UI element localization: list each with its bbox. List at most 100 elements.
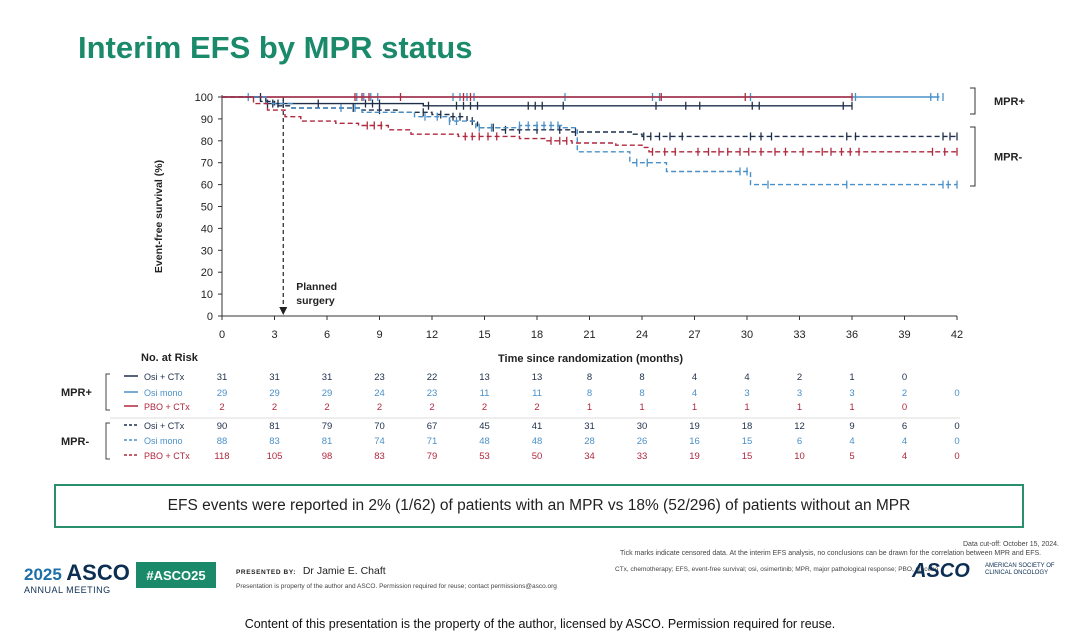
risk-count: 79: [427, 451, 438, 462]
planned-surgery-label: surgery: [296, 295, 335, 307]
risk-count: 1: [692, 402, 697, 413]
risk-count: 67: [427, 421, 438, 432]
risk-row-name: Osi + CTx: [144, 421, 185, 431]
risk-count: 71: [427, 436, 438, 447]
x-tick-label: 12: [426, 329, 438, 341]
risk-count: 8: [587, 372, 592, 383]
risk-count: 74: [374, 436, 385, 447]
risk-count: 26: [637, 436, 648, 447]
planned-surgery-label: Planned: [296, 281, 337, 293]
risk-table-header: No. at Risk: [141, 352, 199, 364]
x-tick-label: 9: [376, 329, 382, 341]
risk-row-name: PBO + CTx: [144, 451, 190, 461]
risk-count: 2: [797, 372, 802, 383]
risk-count: 118: [214, 451, 229, 462]
risk-count: 81: [269, 421, 280, 432]
risk-count: 0: [954, 421, 959, 432]
risk-count: 45: [479, 421, 490, 432]
risk-count: 83: [269, 436, 280, 447]
efs-callout-text: EFS events were reported in 2% (1/62) of…: [167, 497, 911, 514]
risk-count: 0: [902, 402, 907, 413]
risk-count: 23: [427, 388, 438, 399]
risk-count: 2: [534, 402, 539, 413]
risk-count: 2: [377, 402, 382, 413]
hashtag-badge: #ASCO25: [136, 562, 216, 588]
risk-count: 8: [639, 388, 644, 399]
km-curve-MPR+-0: [222, 96, 852, 107]
y-tick-label: 90: [201, 114, 213, 126]
logo-year: 2025: [24, 565, 62, 584]
risk-count: 33: [637, 451, 648, 462]
risk-count: 1: [849, 402, 854, 413]
risk-count: 48: [532, 436, 543, 447]
risk-count: 1: [587, 402, 592, 413]
asco-annual-meeting-logo: 2025 ASCO ANNUAL MEETING: [24, 562, 130, 595]
risk-count: 1: [849, 372, 854, 383]
risk-count: 30: [637, 421, 648, 432]
risk-count: 31: [217, 372, 228, 383]
x-tick-label: 42: [951, 329, 963, 341]
presented-by-label: PRESENTED BY:: [236, 569, 297, 576]
group-mpr-plus-bracket: [970, 87, 976, 115]
risk-count: 0: [954, 451, 959, 462]
risk-count: 2: [902, 388, 907, 399]
risk-count: 24: [374, 388, 385, 399]
risk-count: 13: [479, 372, 490, 383]
risk-count: 18: [742, 421, 753, 432]
risk-count: 2: [219, 402, 224, 413]
risk-row-name: Osi mono: [144, 388, 183, 398]
asco-logo-right: ASCO: [912, 560, 970, 582]
risk-count: 15: [742, 451, 753, 462]
chart-curves: [222, 93, 958, 189]
risk-count: 9: [849, 421, 854, 432]
risk-count: 41: [532, 421, 543, 432]
risk-count: 1: [797, 402, 802, 413]
risk-count: 6: [797, 436, 802, 447]
risk-count: 16: [689, 436, 700, 447]
risk-count: 0: [902, 372, 907, 383]
risk-count: 6: [902, 421, 907, 432]
x-tick-label: 21: [583, 329, 595, 341]
property-note: Presentation is property of the author a…: [236, 583, 557, 590]
risk-group-bracket: [105, 422, 110, 460]
asco-society-name: AMERICAN SOCIETY OF CLINICAL ONCOLOGY: [985, 563, 1055, 577]
x-tick-label: 30: [741, 329, 753, 341]
y-tick-label: 70: [201, 158, 213, 170]
data-cutoff-note: Data cut-off: October 15, 2024.: [963, 541, 1059, 548]
risk-count: 4: [902, 451, 907, 462]
risk-count: 1: [639, 402, 644, 413]
risk-count: 29: [269, 388, 280, 399]
risk-count: 19: [689, 451, 700, 462]
x-tick-label: 27: [688, 329, 700, 341]
risk-count: 10: [794, 451, 805, 462]
x-tick-label: 24: [636, 329, 648, 341]
km-curve-MPR--4: [222, 96, 957, 186]
risk-count: 2: [482, 402, 487, 413]
slide-title: Interim EFS by MPR status: [78, 30, 473, 65]
risk-count: 53: [479, 451, 490, 462]
risk-count: 5: [849, 451, 854, 462]
abbreviations-note: CTx, chemotherapy; EFS, event-free survi…: [615, 566, 939, 573]
x-axis-label: Time since randomization (months): [498, 353, 683, 365]
risk-count: 22: [427, 372, 438, 383]
km-curve-MPR--5: [222, 96, 957, 153]
risk-count: 2: [324, 402, 329, 413]
x-tick-label: 6: [324, 329, 330, 341]
risk-count: 83: [374, 451, 385, 462]
y-tick-label: 60: [201, 180, 213, 192]
efs-callout-box: EFS events were reported in 2% (1/62) of…: [54, 484, 1024, 528]
y-tick-label: 80: [201, 136, 213, 148]
x-tick-label: 0: [219, 329, 225, 341]
risk-count: 29: [322, 388, 333, 399]
risk-row-name: Osi + CTx: [144, 372, 185, 382]
risk-count: 4: [692, 388, 697, 399]
risk-group-label: MPR-: [61, 436, 89, 448]
risk-count: 0: [954, 436, 959, 447]
y-tick-label: 40: [201, 223, 213, 235]
risk-count: 12: [794, 421, 805, 432]
risk-count: 4: [902, 436, 907, 447]
risk-count: 34: [584, 451, 595, 462]
